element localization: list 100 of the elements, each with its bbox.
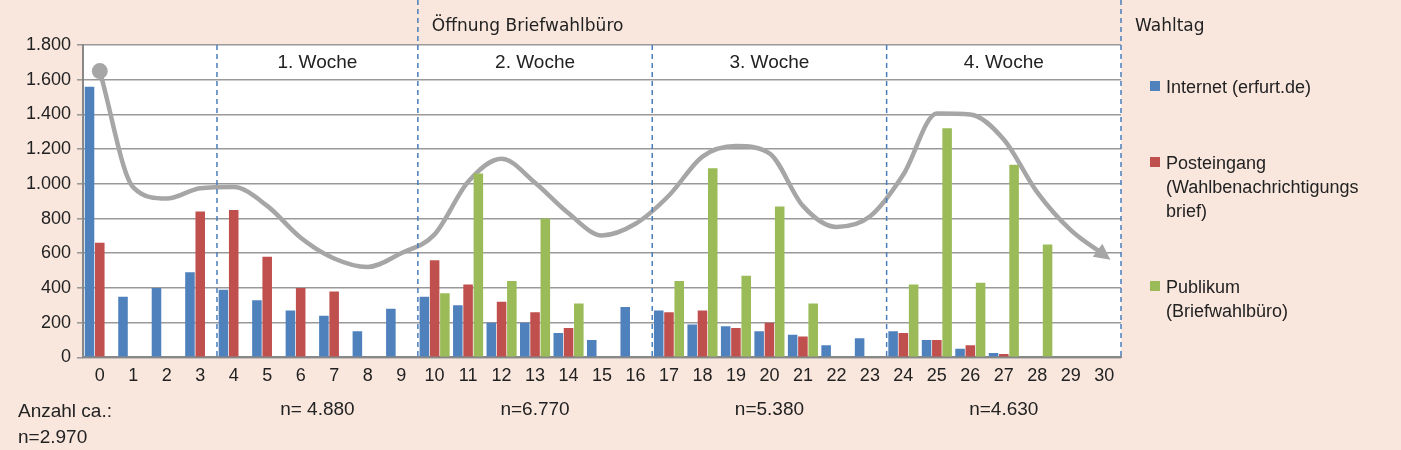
x-tick-label: 29 [1060, 365, 1081, 386]
bar [530, 312, 540, 357]
x-tick-label: 22 [826, 365, 847, 386]
bar [697, 310, 708, 357]
x-tick-label: 18 [692, 365, 713, 386]
x-tick-label: 24 [893, 365, 914, 386]
annotation: 3. Woche [729, 51, 810, 73]
bar [84, 86, 95, 357]
bar [674, 281, 685, 357]
x-tick-label: 14 [558, 365, 579, 386]
text: n=5.380 [734, 398, 805, 420]
bar [386, 308, 396, 357]
text: n= 4.880 [280, 398, 355, 420]
ref-line-label: Wahltag [1135, 15, 1205, 36]
bar [955, 348, 965, 357]
bar [463, 284, 473, 357]
bar [520, 322, 530, 357]
x-tick-label: 28 [1027, 365, 1048, 386]
legend-label: Internet (erfurt.de) [1166, 76, 1313, 99]
bar [754, 331, 764, 357]
bar [854, 338, 865, 357]
text: Anzahl ca.: n=2.970 [18, 399, 113, 449]
bar [707, 168, 718, 357]
annotation: 4. Woche [963, 51, 1044, 73]
x-tick-label: 23 [859, 365, 880, 386]
y-tick-label: 1.600 [26, 68, 72, 89]
x-tick-label: 30 [1094, 365, 1115, 386]
bar [295, 287, 306, 357]
bar [731, 327, 741, 357]
bar [1009, 164, 1019, 357]
x-tick-label: 8 [362, 365, 373, 386]
bar [988, 353, 999, 357]
bar [553, 333, 564, 357]
bar [429, 260, 440, 357]
x-tick-label: 0 [94, 365, 105, 386]
bar [942, 128, 952, 357]
bar [764, 322, 775, 357]
y-tick-label: 1.000 [26, 172, 72, 193]
annotation: 2. Woche [495, 51, 576, 73]
bar [440, 293, 450, 357]
x-tick-label: 4 [228, 365, 239, 386]
bar [319, 315, 329, 357]
bar [352, 331, 363, 357]
bar [821, 345, 831, 357]
x-tick-label: 15 [592, 365, 613, 386]
x-tick-label: 21 [792, 365, 813, 386]
x-tick-label: 9 [396, 365, 407, 386]
x-tick-label: 5 [262, 365, 273, 386]
x-tick-label: 16 [625, 365, 646, 386]
bar [507, 281, 517, 357]
x-tick-label: 7 [329, 365, 340, 386]
annotation: 1. Woche [277, 51, 358, 73]
bar [664, 312, 674, 357]
bar [898, 333, 909, 357]
x-tick-label: 3 [195, 365, 206, 386]
bar [999, 353, 1009, 357]
bar [486, 322, 497, 357]
bar [720, 326, 731, 357]
bar [808, 303, 818, 357]
bar [574, 303, 584, 357]
legend-label: Publikum (Briefwahlbüro) [1166, 276, 1290, 323]
bar [787, 334, 798, 357]
x-tick-label: 2 [161, 365, 172, 386]
x-tick-label: 25 [926, 365, 947, 386]
x-tick-label: 20 [759, 365, 780, 386]
x-tick-label: 26 [960, 365, 981, 386]
bar [798, 336, 808, 357]
x-tick-label: 11 [458, 365, 478, 386]
bar [228, 209, 239, 357]
y-tick-label: 400 [41, 276, 72, 297]
x-tick-label: 1 [128, 365, 139, 386]
text: n=4.630 [969, 398, 1039, 420]
bar [453, 305, 463, 357]
y-tick-label: 1.800 [26, 33, 72, 54]
bar [586, 340, 597, 357]
y-tick-label: 600 [41, 242, 72, 263]
bar [473, 173, 484, 357]
y-tick-label: 800 [41, 207, 72, 228]
bar [95, 242, 105, 357]
x-tick-label: 12 [491, 365, 512, 386]
bar [908, 284, 919, 357]
bar [975, 282, 986, 357]
bar [932, 340, 942, 357]
x-tick-label: 13 [525, 365, 546, 386]
bar [540, 218, 551, 357]
bar [118, 296, 128, 357]
bar [496, 301, 507, 357]
x-tick-label: 10 [424, 365, 445, 386]
bar [252, 300, 262, 357]
bar [687, 324, 697, 357]
bar [965, 345, 976, 357]
bar [329, 291, 339, 357]
bar [195, 211, 206, 357]
bar [563, 327, 574, 357]
bar [774, 206, 785, 357]
text: n=6.770 [500, 398, 570, 420]
bar [285, 310, 296, 357]
x-tick-label: 19 [725, 365, 746, 386]
bar [620, 307, 631, 357]
bar [151, 287, 162, 357]
